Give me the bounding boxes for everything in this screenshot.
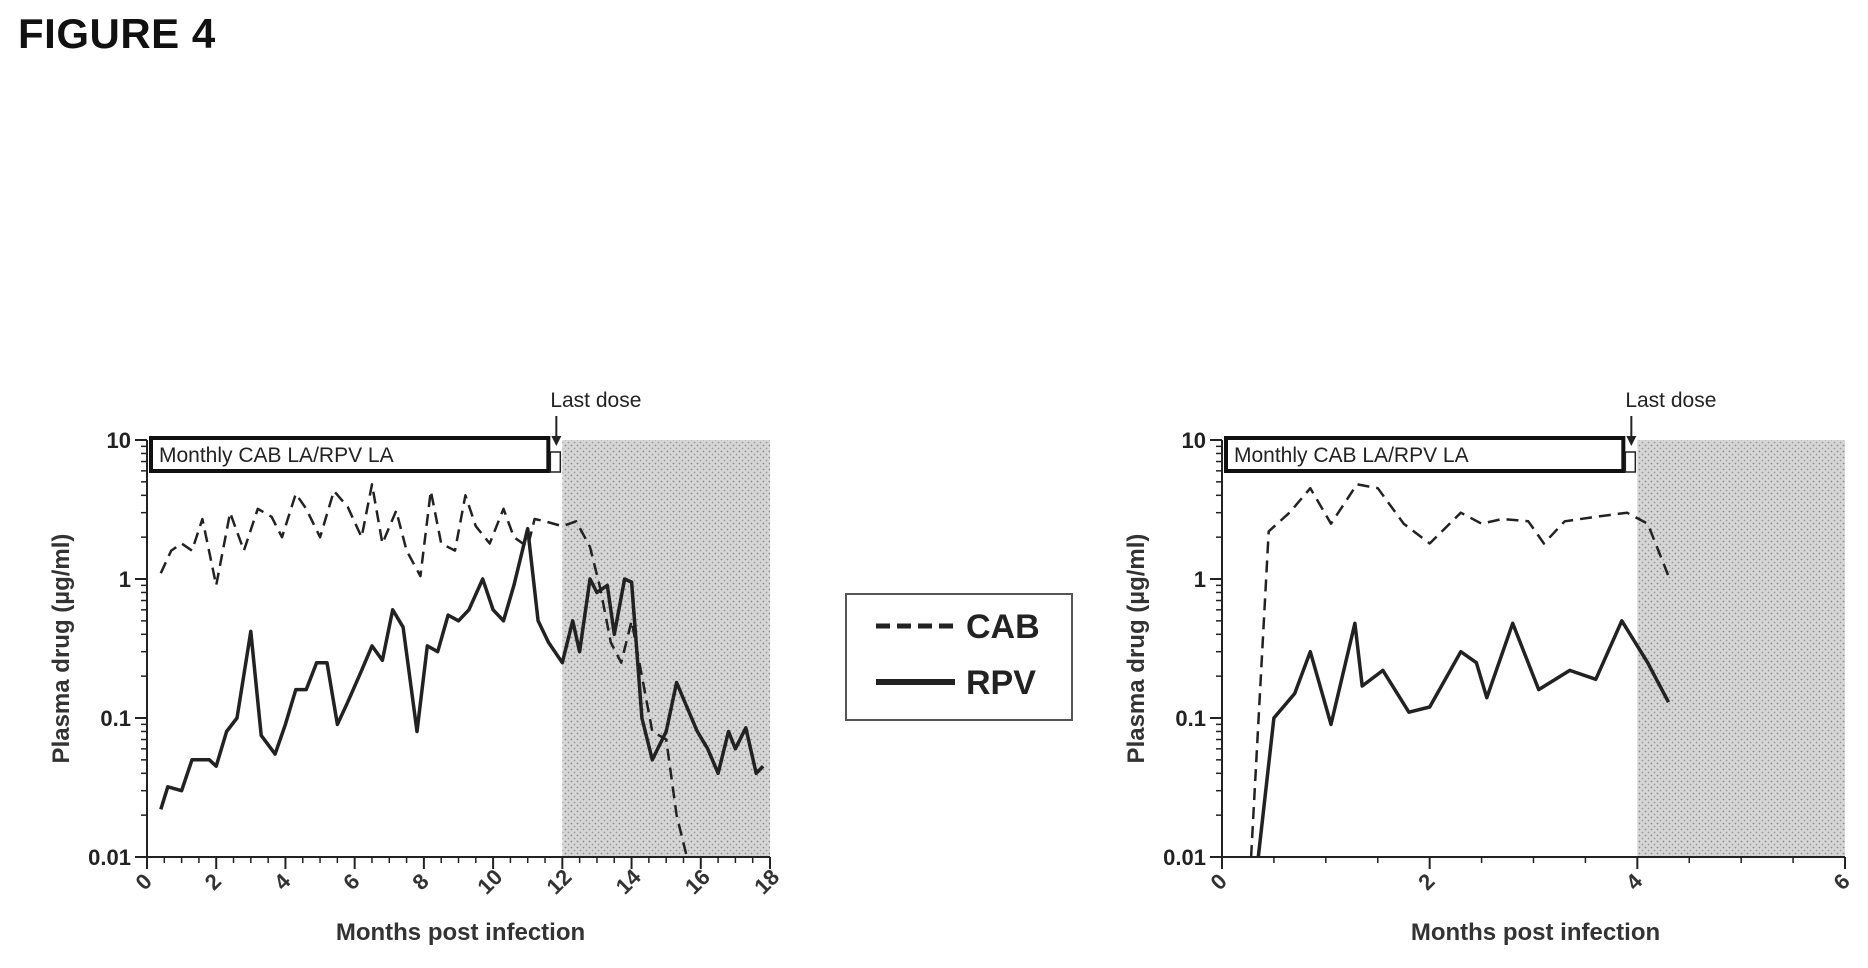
dosing-box-label: Monthly CAB LA/RPV LA — [159, 444, 394, 467]
last-dose-arrow-head — [551, 436, 562, 446]
y-tick-label: 0.01 — [1163, 845, 1206, 870]
x-axis-title: Months post infection — [1411, 919, 1660, 946]
y-tick-label: 10 — [107, 428, 131, 453]
series-line-cab — [1249, 483, 1670, 858]
last-dose-arrow-head — [1626, 436, 1637, 446]
x-tick-label: 12 — [542, 864, 577, 899]
last-dose-annotation: Last dose — [1625, 389, 1716, 412]
figure-title: FIGURE 4 — [18, 10, 216, 57]
x-tick-label: 10 — [472, 864, 507, 899]
washout-shaded-region — [562, 440, 770, 857]
y-tick-label: 0.1 — [1175, 706, 1206, 731]
x-tick-label: 6 — [1829, 869, 1855, 895]
x-tick-label: 2 — [200, 869, 226, 895]
legend-label-rpv: RPV — [966, 664, 1036, 702]
right-chart: 0.01 0.1 1 10 0 2 4 6 Months post infection Plasm… — [1123, 389, 1855, 946]
left-chart: 0.01 0.1 1 10 0 2 4 6 8 10 12 14 16 18 Months post inf… — [48, 389, 784, 946]
y-tick-label: 1 — [119, 567, 131, 592]
x-tick-label: 18 — [749, 864, 784, 899]
washout-shaded-region — [1637, 440, 1845, 857]
y-axis-title: Plasma drug (µg/ml) — [1123, 534, 1150, 764]
y-tick-label: 0.1 — [100, 706, 131, 731]
series-line-cab — [159, 483, 689, 858]
series-line-rpv — [159, 526, 765, 810]
x-axis-title: Months post infection — [336, 919, 585, 946]
y-tick-label: 10 — [1182, 428, 1206, 453]
dosing-box-tab — [1624, 451, 1637, 473]
dosing-period-box — [1224, 436, 1626, 473]
x-tick-label: 0 — [1206, 869, 1232, 895]
legend-label-cab: CAB — [966, 608, 1040, 646]
y-tick-label: 0.01 — [88, 845, 131, 870]
x-tick-label: 4 — [269, 868, 296, 895]
y-tick-label: 1 — [1194, 567, 1206, 592]
dosing-box-tab — [549, 451, 562, 473]
legend: CAB RPV — [845, 593, 1073, 721]
x-tick-label: 16 — [680, 864, 715, 899]
x-tick-label: 2 — [1413, 869, 1439, 895]
x-tick-label: 4 — [1621, 868, 1648, 895]
y-axis-title: Plasma drug (µg/ml) — [48, 534, 75, 764]
legend-box — [845, 593, 1073, 721]
x-tick-label: 14 — [611, 864, 647, 900]
x-tick-label: 0 — [131, 869, 157, 895]
last-dose-annotation: Last dose — [550, 389, 641, 412]
x-tick-label: 6 — [338, 869, 364, 895]
dosing-box-label: Monthly CAB LA/RPV LA — [1234, 444, 1469, 467]
dosing-period-box — [149, 436, 551, 473]
x-tick-label: 8 — [407, 869, 433, 895]
series-line-rpv — [1256, 619, 1671, 858]
